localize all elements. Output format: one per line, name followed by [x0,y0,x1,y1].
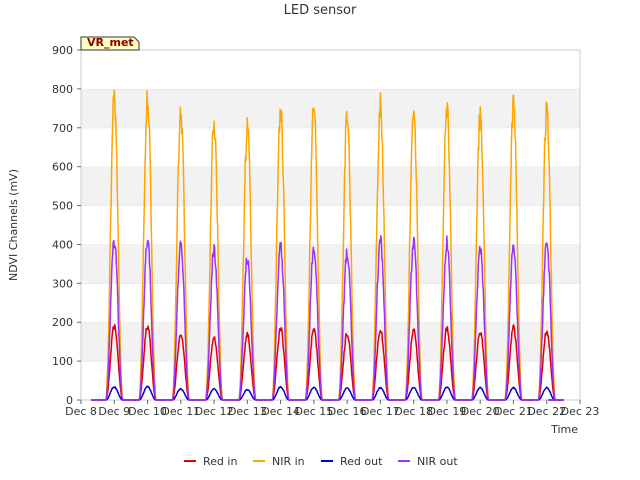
x-tick-label: Dec 9 [98,405,130,418]
x-tick-label: Dec 13 [228,405,267,418]
chart-title: LED sensor [284,3,357,18]
legend: Red in NIR in Red out NIR out [184,455,458,468]
x-tick-label: Dec 21 [494,405,533,418]
grid-band [81,166,580,206]
legend-label: Red in [203,455,237,468]
y-tick-label: 600 [52,161,73,174]
legend-label: Red out [340,455,383,468]
y-tick-label: 800 [52,83,73,96]
grid-band [81,361,580,400]
x-tick-label: Dec 8 [65,405,97,418]
series-line-nir-out [91,234,565,401]
y-tick-label: 900 [52,44,73,57]
x-tick-label: Dec 11 [161,405,200,418]
x-tick-label: Dec 23 [561,405,600,418]
y-axis-title: NDVI Channels (mV) [7,169,20,281]
x-tick-label: Dec 10 [128,405,167,418]
grid-band [81,205,580,245]
grid-band [81,88,580,128]
y-axis: 0 100 200 300 400 500 600 700 800 900 [52,44,81,407]
y-tick-label: 0 [66,394,73,407]
x-axis-title: Time [550,423,578,436]
grid-bands [81,49,580,400]
y-tick-label: 700 [52,122,73,135]
y-tick-label: 200 [52,316,73,329]
legend-label: NIR out [417,455,458,468]
site-tag: VR_met [80,36,140,51]
site-tag-box [80,36,140,51]
grid-band [81,50,580,89]
grid-band [81,322,580,362]
grid-band [81,127,580,167]
series-lines [91,89,565,401]
grid-band [81,283,580,323]
x-tick-label: Dec 15 [294,405,333,418]
y-tick-label: 300 [52,277,73,290]
x-tick-label: Dec 17 [361,405,400,418]
x-tick-label: Dec 12 [195,405,234,418]
x-tick-label: Dec 22 [527,405,566,418]
x-tick-label: Dec 14 [261,405,300,418]
y-tick-label: 400 [52,238,73,251]
x-tick-label: Dec 16 [328,405,367,418]
y-tick-label: 500 [52,200,73,213]
x-tick-label: Dec 18 [394,405,433,418]
site-tag-label: VR_met [87,36,134,49]
y-tick-label: 100 [52,355,73,368]
grid-band [81,244,580,284]
x-tick-label: Dec 19 [428,405,467,418]
x-tick-label: Dec 20 [461,405,500,418]
legend-label: NIR in [272,455,305,468]
